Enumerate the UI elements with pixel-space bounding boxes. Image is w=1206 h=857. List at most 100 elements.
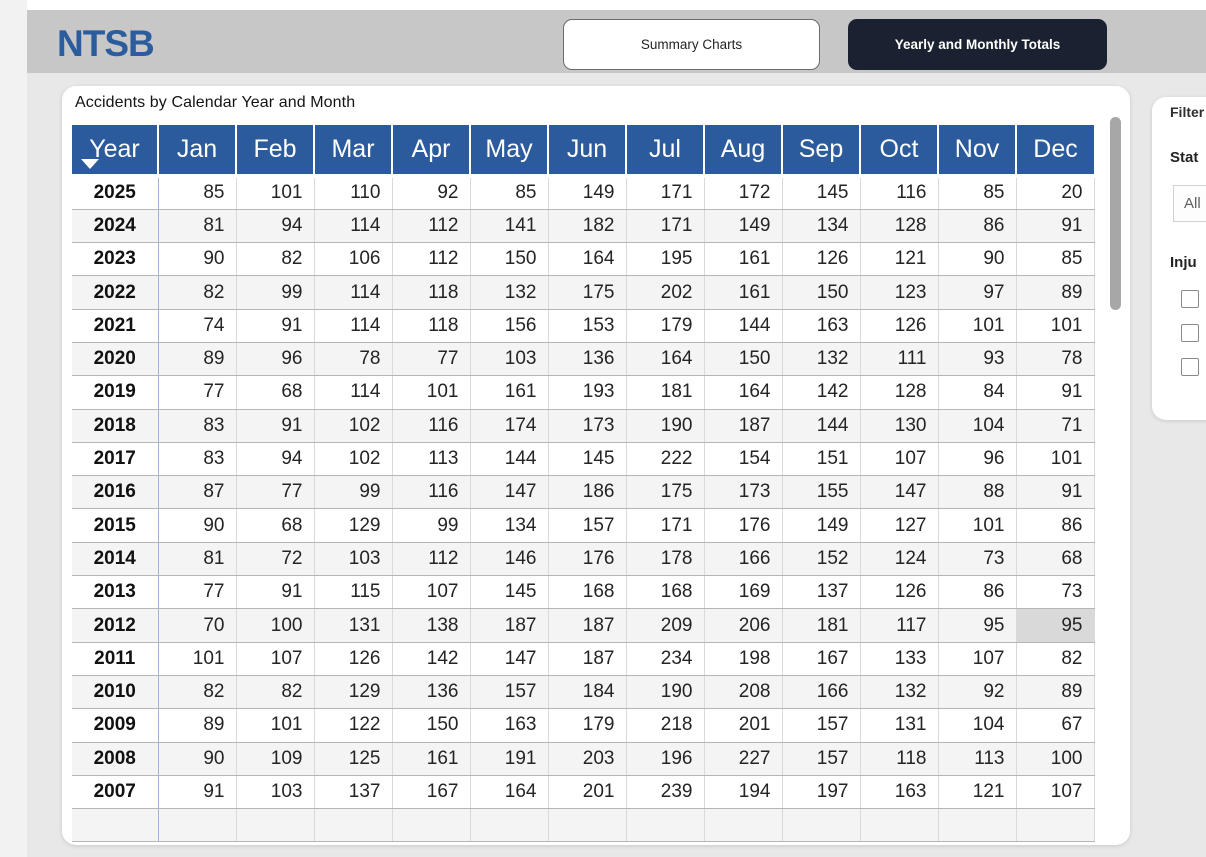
cell-2019-jun[interactable]: 193: [548, 375, 627, 410]
cell-2025-feb[interactable]: 101: [236, 176, 315, 210]
cell-2018-jul[interactable]: 190: [626, 409, 705, 443]
cell-2014-mar[interactable]: 103: [314, 542, 393, 577]
cell-2012-oct[interactable]: 117: [860, 608, 939, 643]
cell-2007-jun[interactable]: 201: [548, 775, 627, 810]
cell-2023-mar[interactable]: 106: [314, 242, 393, 277]
cell-2008-oct[interactable]: 118: [860, 742, 939, 776]
cell-2007-sep[interactable]: 197: [782, 775, 861, 810]
column-header-apr[interactable]: Apr: [392, 125, 471, 178]
cell-2022-jun[interactable]: 175: [548, 275, 627, 310]
cell-2021-apr[interactable]: 118: [392, 309, 471, 343]
cell-2023-jul[interactable]: 195: [626, 242, 705, 277]
cell-2011-oct[interactable]: 133: [860, 642, 939, 676]
cell-2007-jan[interactable]: 91: [158, 775, 237, 810]
cell-2025-aug[interactable]: 172: [704, 176, 783, 210]
cell-2025-mar[interactable]: 110: [314, 176, 393, 210]
cell-2019-jan[interactable]: 77: [158, 375, 237, 410]
cell-2015-oct[interactable]: 127: [860, 508, 939, 543]
column-header-jul[interactable]: Jul: [626, 125, 705, 178]
year-cell-2021[interactable]: 2021: [72, 309, 159, 343]
cell-2009-dec[interactable]: 67: [1016, 708, 1095, 743]
cell-2012-may[interactable]: 187: [470, 608, 549, 643]
cell-2024-dec[interactable]: 91: [1016, 209, 1095, 244]
cell-2023-nov[interactable]: 90: [938, 242, 1017, 277]
column-header-oct[interactable]: Oct: [860, 125, 939, 178]
state-filter-dropdown[interactable]: All: [1173, 185, 1206, 222]
cell-2017-dec[interactable]: 101: [1016, 442, 1095, 477]
cell-2024-mar[interactable]: 114: [314, 209, 393, 244]
cell-2007-feb[interactable]: 103: [236, 775, 315, 810]
cell-2022-jul[interactable]: 202: [626, 275, 705, 310]
cell-2019-nov[interactable]: 84: [938, 375, 1017, 410]
cell-2022-sep[interactable]: 150: [782, 275, 861, 310]
cell-2011-feb[interactable]: 107: [236, 642, 315, 676]
cell-2023-sep[interactable]: 126: [782, 242, 861, 277]
cell-2011-apr[interactable]: 142: [392, 642, 471, 676]
cell-2010-oct[interactable]: 132: [860, 675, 939, 710]
cell-2010-feb[interactable]: 82: [236, 675, 315, 710]
cell-2009-apr[interactable]: 150: [392, 708, 471, 743]
cell-2018-jan[interactable]: 83: [158, 409, 237, 443]
cell-2012-sep[interactable]: 181: [782, 608, 861, 643]
cell-2013-jan[interactable]: 77: [158, 575, 237, 610]
cell-2013-dec[interactable]: 73: [1016, 575, 1095, 610]
cell-2008-nov[interactable]: 113: [938, 742, 1017, 776]
cell-2008-jul[interactable]: 196: [626, 742, 705, 776]
cell-2010-mar[interactable]: 129: [314, 675, 393, 710]
year-cell-2015[interactable]: 2015: [72, 508, 159, 543]
cell-2018-oct[interactable]: 130: [860, 409, 939, 443]
cell-2008-dec[interactable]: 100: [1016, 742, 1095, 776]
cell-2007-mar[interactable]: 137: [314, 775, 393, 810]
cell-2013-jun[interactable]: 168: [548, 575, 627, 610]
year-cell-2023[interactable]: 2023: [72, 242, 159, 277]
year-cell-2017[interactable]: 2017: [72, 442, 159, 477]
cell-2018-dec[interactable]: 71: [1016, 409, 1095, 443]
cell-2009-sep[interactable]: 157: [782, 708, 861, 743]
cell-2007-nov[interactable]: 121: [938, 775, 1017, 810]
cell-2025-jan[interactable]: 85: [158, 176, 237, 210]
cell-2016-dec[interactable]: 91: [1016, 475, 1095, 510]
cell-2015-apr[interactable]: 99: [392, 508, 471, 543]
column-header-year[interactable]: Year: [72, 125, 159, 178]
column-header-sep[interactable]: Sep: [782, 125, 861, 178]
year-cell-2020[interactable]: 2020: [72, 342, 159, 377]
cell-2017-oct[interactable]: 107: [860, 442, 939, 477]
cell-2025-may[interactable]: 85: [470, 176, 549, 210]
cell-2012-nov[interactable]: 95: [938, 608, 1017, 643]
cell-2014-nov[interactable]: 73: [938, 542, 1017, 577]
cell-2023-dec[interactable]: 85: [1016, 242, 1095, 277]
column-header-jun[interactable]: Jun: [548, 125, 627, 178]
year-cell-2014[interactable]: 2014: [72, 542, 159, 577]
tab-yearly-monthly-totals[interactable]: Yearly and Monthly Totals: [848, 19, 1107, 70]
cell-2016-nov[interactable]: 88: [938, 475, 1017, 510]
cell-2018-aug[interactable]: 187: [704, 409, 783, 443]
cell-2020-jun[interactable]: 136: [548, 342, 627, 377]
cell-2010-jan[interactable]: 82: [158, 675, 237, 710]
cell-2016-oct[interactable]: 147: [860, 475, 939, 510]
cell-2017-apr[interactable]: 113: [392, 442, 471, 477]
cell-2022-may[interactable]: 132: [470, 275, 549, 310]
column-header-jan[interactable]: Jan: [158, 125, 237, 178]
cell-2009-oct[interactable]: 131: [860, 708, 939, 743]
cell-2007-jul[interactable]: 239: [626, 775, 705, 810]
column-header-dec[interactable]: Dec: [1016, 125, 1094, 178]
cell-2023-apr[interactable]: 112: [392, 242, 471, 277]
cell-2019-oct[interactable]: 128: [860, 375, 939, 410]
cell-2023-aug[interactable]: 161: [704, 242, 783, 277]
cell-2017-sep[interactable]: 151: [782, 442, 861, 477]
cell-2010-jun[interactable]: 184: [548, 675, 627, 710]
injury-checkbox-3[interactable]: [1181, 358, 1199, 376]
cell-2014-sep[interactable]: 152: [782, 542, 861, 577]
cell-2022-dec[interactable]: 89: [1016, 275, 1095, 310]
cell-2008-apr[interactable]: 161: [392, 742, 471, 776]
cell-2019-jul[interactable]: 181: [626, 375, 705, 410]
cell-2010-jul[interactable]: 190: [626, 675, 705, 710]
cell-2023-may[interactable]: 150: [470, 242, 549, 277]
cell-2014-apr[interactable]: 112: [392, 542, 471, 577]
cell-2013-sep[interactable]: 137: [782, 575, 861, 610]
cell-2020-sep[interactable]: 132: [782, 342, 861, 377]
cell-2011-jul[interactable]: 234: [626, 642, 705, 676]
cell-2009-jul[interactable]: 218: [626, 708, 705, 743]
cell-2008-may[interactable]: 191: [470, 742, 549, 776]
year-cell-2010[interactable]: 2010: [72, 675, 159, 710]
